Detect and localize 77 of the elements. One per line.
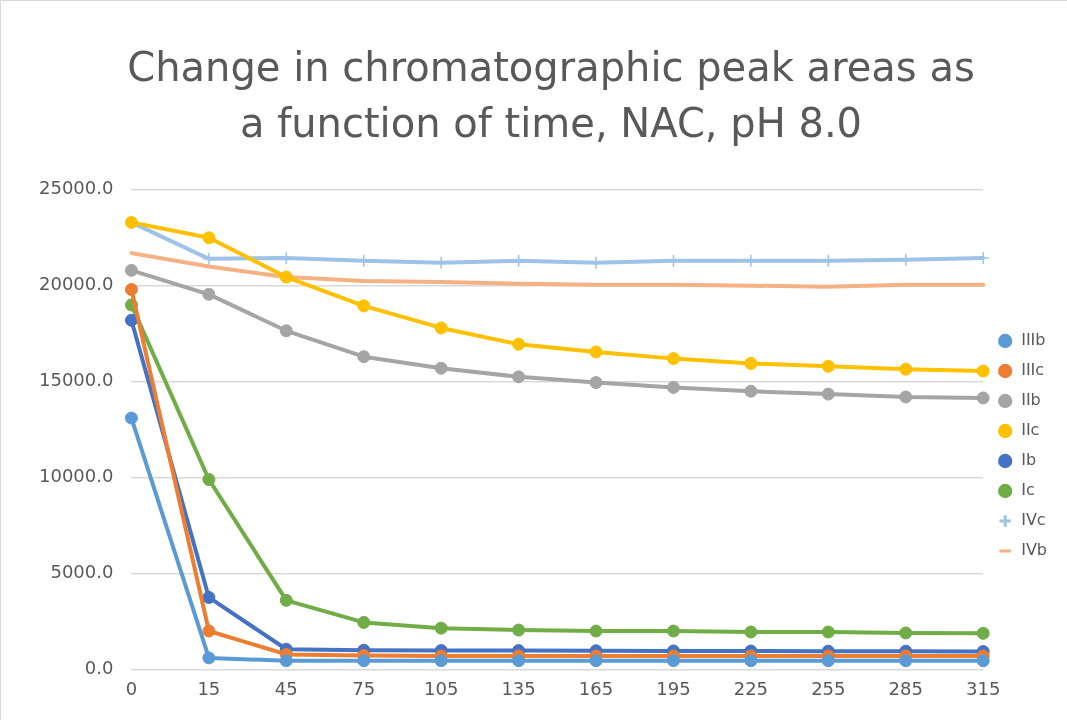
legend-label: IVc bbox=[1021, 510, 1046, 530]
point bbox=[899, 626, 913, 640]
point bbox=[279, 593, 293, 607]
x-tick-label: 75 bbox=[352, 677, 376, 699]
x-tick-label: 255 bbox=[811, 677, 846, 699]
point bbox=[821, 387, 835, 401]
point bbox=[202, 651, 216, 665]
point bbox=[744, 625, 758, 639]
y-tick-label: 5000.0 bbox=[50, 561, 114, 583]
point bbox=[357, 654, 371, 668]
point bbox=[744, 356, 758, 370]
x-tick-label: 195 bbox=[656, 677, 691, 699]
point bbox=[821, 625, 835, 639]
point bbox=[512, 654, 526, 668]
legend-label: IIb bbox=[1021, 390, 1041, 410]
x-tick-label: 135 bbox=[501, 677, 536, 699]
point bbox=[666, 352, 680, 366]
point bbox=[202, 231, 216, 245]
point bbox=[666, 654, 680, 668]
x-tick-label: 315 bbox=[966, 677, 1001, 699]
point bbox=[434, 654, 448, 668]
point bbox=[899, 362, 913, 376]
point bbox=[124, 283, 138, 297]
point bbox=[279, 324, 293, 338]
point bbox=[976, 364, 990, 378]
point bbox=[512, 337, 526, 351]
x-tick-label: 105 bbox=[423, 677, 459, 699]
point bbox=[512, 370, 526, 384]
point bbox=[899, 654, 913, 668]
x-tick-label: 285 bbox=[888, 677, 923, 699]
point bbox=[202, 624, 216, 638]
point bbox=[821, 359, 835, 373]
legend-label: IIIc bbox=[1021, 360, 1045, 380]
point bbox=[976, 626, 990, 640]
point bbox=[899, 390, 913, 404]
point bbox=[434, 361, 448, 375]
point bbox=[589, 376, 603, 390]
point bbox=[976, 654, 990, 668]
point bbox=[357, 299, 371, 313]
point bbox=[279, 654, 293, 668]
y-tick-label: 15000.0 bbox=[39, 369, 114, 391]
point bbox=[589, 345, 603, 359]
point bbox=[744, 654, 758, 668]
point bbox=[434, 621, 448, 635]
legend-label: Ic bbox=[1021, 480, 1035, 500]
chart-title: Change in chromatographic peak areas as a function of time, NAC, pH 8.0 bbox=[126, 43, 976, 148]
point bbox=[202, 472, 216, 486]
point bbox=[666, 380, 680, 394]
point bbox=[512, 623, 526, 637]
point bbox=[124, 313, 138, 327]
y-tick-label: 25000.0 bbox=[39, 177, 114, 199]
y-tick-label: 20000.0 bbox=[39, 273, 114, 295]
point bbox=[202, 590, 216, 604]
point bbox=[357, 615, 371, 629]
point bbox=[124, 411, 138, 425]
point bbox=[279, 270, 293, 284]
point bbox=[202, 287, 216, 301]
point bbox=[976, 391, 990, 405]
point bbox=[434, 321, 448, 335]
point bbox=[589, 624, 603, 638]
x-tick-label: 225 bbox=[733, 677, 769, 699]
x-tick-label: 165 bbox=[578, 677, 614, 699]
legend-label: IVb bbox=[1021, 540, 1048, 560]
legend-label: IIc bbox=[1021, 420, 1040, 440]
y-tick-label: 10000.0 bbox=[39, 465, 114, 487]
x-tick-label: 45 bbox=[274, 677, 298, 699]
y-tick-label: 0.0 bbox=[84, 657, 114, 679]
point bbox=[124, 263, 138, 277]
x-tick-label: 15 bbox=[197, 677, 221, 699]
point bbox=[821, 654, 835, 668]
point bbox=[666, 624, 680, 638]
point bbox=[589, 654, 603, 668]
point bbox=[357, 350, 371, 364]
point bbox=[744, 384, 758, 398]
legend-label: Ib bbox=[1021, 450, 1037, 470]
legend-label: IIIb bbox=[1021, 330, 1046, 350]
x-tick-label: 0 bbox=[125, 677, 138, 699]
